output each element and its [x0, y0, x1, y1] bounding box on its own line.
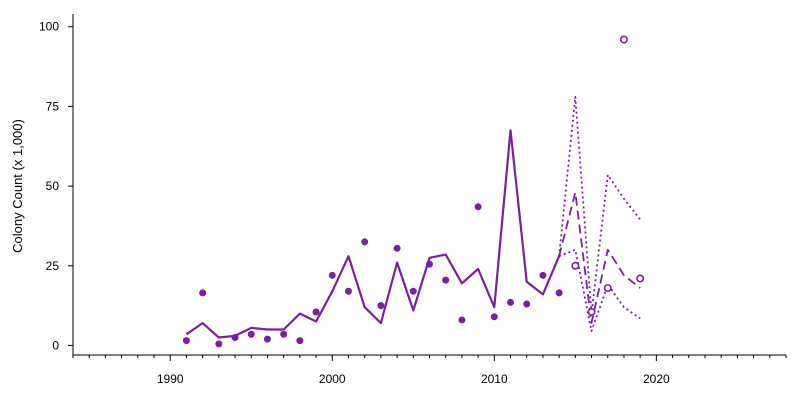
- observed-point: [508, 299, 514, 305]
- y-axis-label: Colony Count (x 1,000): [10, 119, 25, 253]
- observed-point: [394, 245, 400, 251]
- observed-point: [524, 301, 530, 307]
- observed-point: [556, 290, 562, 296]
- projected-point: [572, 263, 578, 269]
- observed-point: [378, 303, 384, 309]
- observed-point: [362, 239, 368, 245]
- y-tick-label: 50: [46, 179, 60, 193]
- observed-point: [459, 317, 465, 323]
- projected-point: [605, 285, 611, 291]
- y-tick-label: 0: [52, 338, 59, 352]
- observed-point: [540, 272, 546, 278]
- x-tick-label: 2010: [481, 372, 508, 386]
- x-tick-label: 2020: [643, 372, 670, 386]
- trend-line: [186, 130, 559, 337]
- y-tick-label: 25: [46, 259, 60, 273]
- x-tick-label: 2000: [319, 372, 346, 386]
- observed-point: [443, 277, 449, 283]
- observed-point: [297, 338, 303, 344]
- y-tick-label: 100: [39, 20, 59, 34]
- observed-point: [345, 288, 351, 294]
- observed-point: [232, 334, 238, 340]
- observed-point: [410, 288, 416, 294]
- observed-point: [200, 290, 206, 296]
- observed-point: [248, 331, 254, 337]
- observed-point: [491, 314, 497, 320]
- observed-point: [216, 341, 222, 347]
- observed-point: [427, 261, 433, 267]
- projected-point: [621, 36, 627, 42]
- projected-point: [637, 275, 643, 281]
- observed-point: [313, 309, 319, 315]
- x-tick-label: 1990: [157, 372, 184, 386]
- observed-point: [281, 331, 287, 337]
- projection-dashed-line: [559, 193, 640, 324]
- observed-point: [183, 338, 189, 344]
- observed-point: [475, 204, 481, 210]
- axes: 1990 2000 2010 2020 0 25 50 75 100: [39, 14, 786, 386]
- observed-point: [264, 336, 270, 342]
- observed-point: [329, 272, 335, 278]
- y-tick-label: 75: [46, 99, 60, 113]
- projection-dotted-line: [559, 97, 640, 314]
- series-layer: [183, 36, 643, 347]
- projected-point: [588, 309, 594, 315]
